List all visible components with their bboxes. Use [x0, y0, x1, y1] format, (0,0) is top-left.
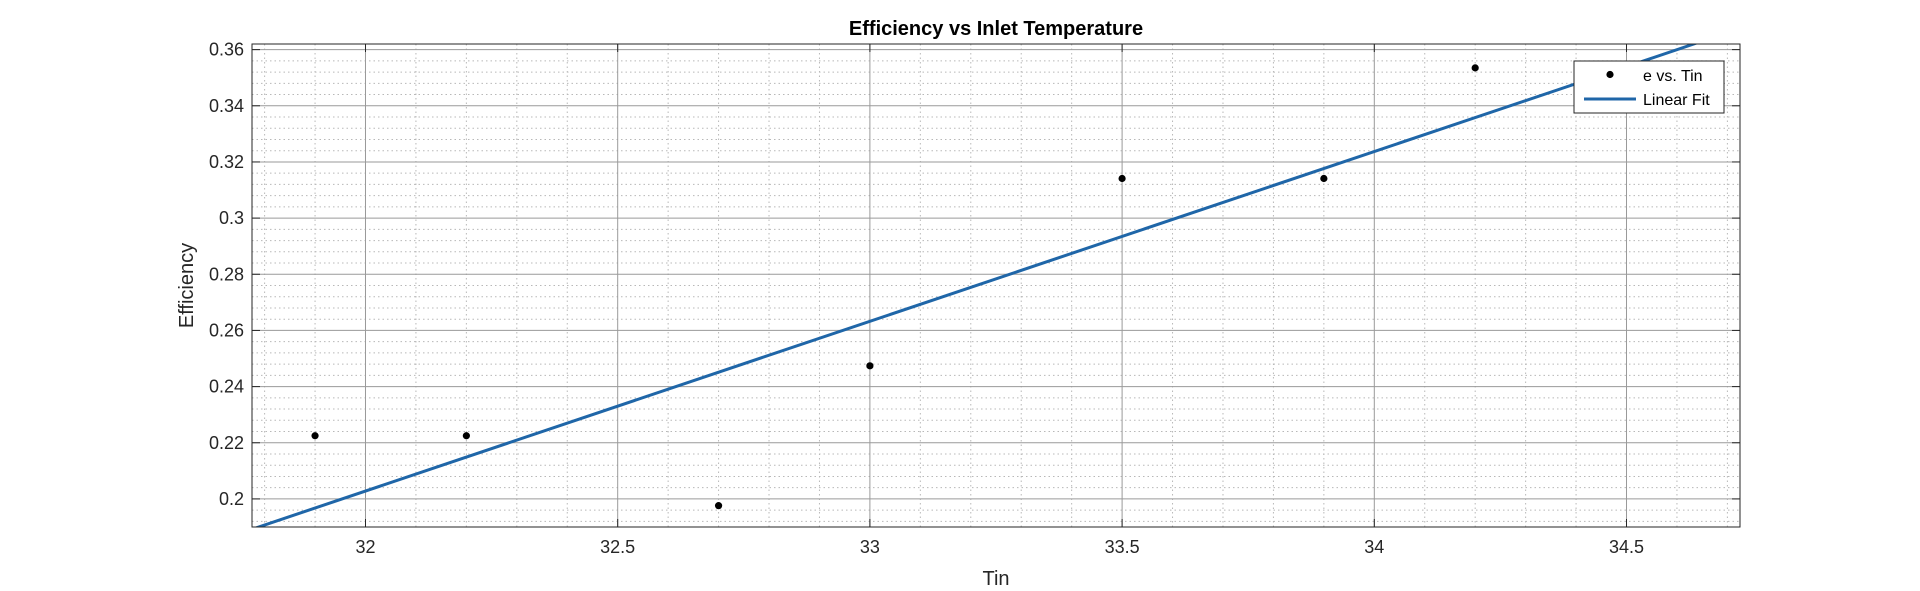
- y-tick-label: 0.36: [209, 40, 244, 60]
- x-tick-label: 33.5: [1105, 537, 1140, 557]
- y-tick-label: 0.32: [209, 152, 244, 172]
- legend-marker-scatter: [1606, 70, 1614, 79]
- data-point: [1118, 174, 1126, 183]
- legend: e vs. Tin Linear Fit: [1573, 60, 1725, 114]
- y-tick-label: 0.34: [209, 96, 244, 116]
- y-tick-label: 0.26: [209, 320, 244, 340]
- data-point: [866, 362, 874, 370]
- x-tick-label: 33: [860, 537, 880, 557]
- x-tick-label: 34: [1364, 537, 1384, 557]
- chart-title: Efficiency vs Inlet Temperature: [849, 18, 1143, 40]
- data-point: [1471, 64, 1479, 72]
- legend-label-line: Linear Fit: [1643, 92, 1710, 109]
- data-point: [714, 502, 723, 510]
- x-tick-label: 34.5: [1609, 537, 1644, 557]
- y-axis-label: Efficiency: [176, 243, 198, 328]
- legend-box: [1573, 60, 1725, 114]
- data-point: [1320, 174, 1328, 183]
- data-point: [462, 432, 470, 440]
- y-tick-label: 0.28: [209, 264, 244, 284]
- series-layer: [254, 44, 1698, 527]
- axis-ticks: [252, 44, 1740, 527]
- plot-frame: [251, 43, 1741, 528]
- y-tick-label: 0.24: [209, 377, 244, 397]
- linear-fit-line: [254, 44, 1698, 527]
- y-tick-label: 0.22: [209, 433, 244, 453]
- data-point: [311, 432, 319, 440]
- y-tick-label: 0.2: [219, 489, 244, 509]
- legend-label-scatter: e vs. Tin: [1643, 68, 1703, 85]
- x-axis-label: Tin: [982, 568, 1009, 590]
- x-tick-label: 32: [355, 537, 375, 557]
- minor-grid: [252, 44, 1740, 527]
- major-grid: [252, 44, 1740, 527]
- y-tick-label: 0.3: [219, 208, 244, 228]
- x-tick-label: 32.5: [600, 537, 635, 557]
- tick-labels: 32 32.5 33 33.5 34 34.5 0.2 0.22 0.24 0.26 0.28 0.3…: [209, 40, 1644, 557]
